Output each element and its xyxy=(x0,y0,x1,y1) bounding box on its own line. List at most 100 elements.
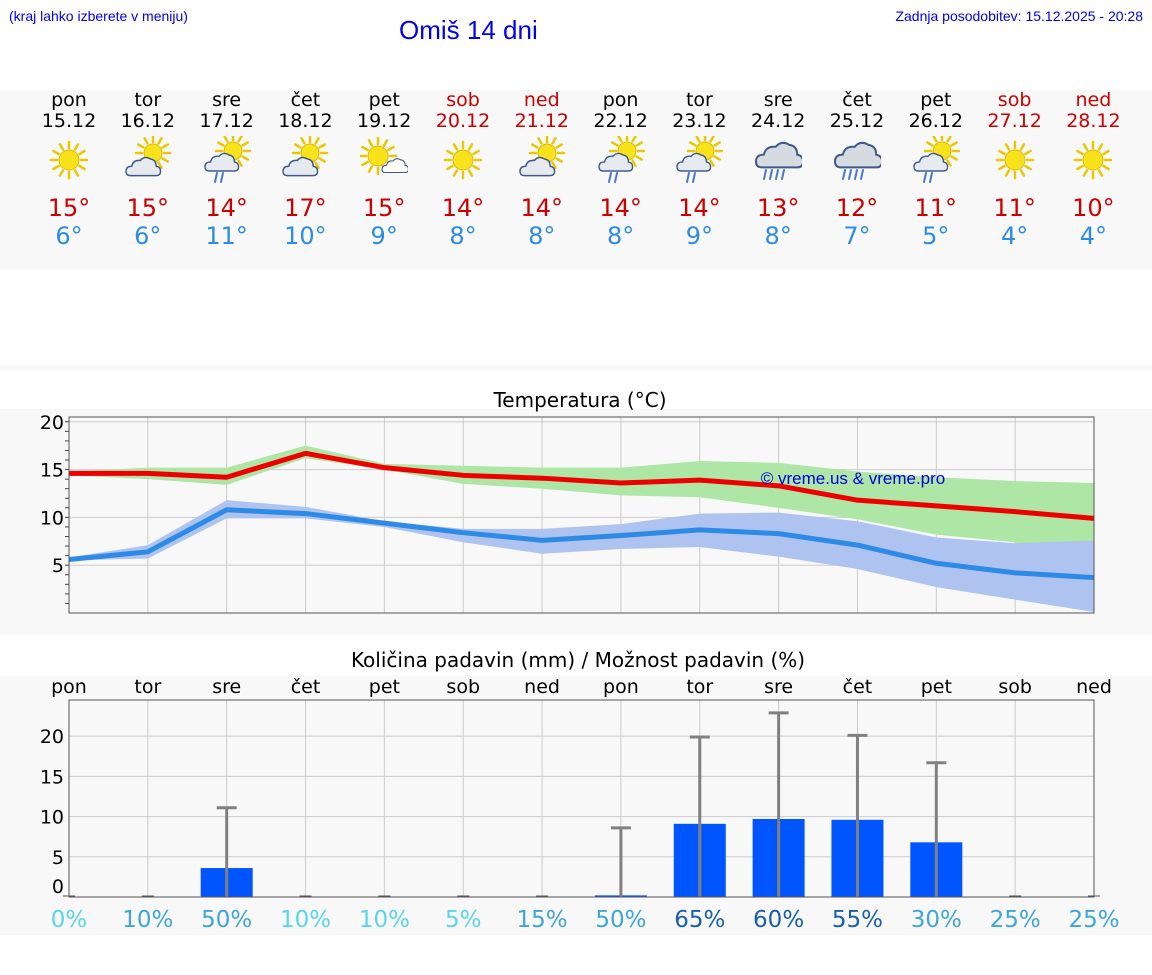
day-column: sob 20.12 14° 8° xyxy=(424,89,503,251)
day-column: čet 25.12 12° 7° xyxy=(818,89,897,251)
y-tick-label: 15 xyxy=(40,766,64,788)
temp-max: 11° xyxy=(993,194,1036,222)
temp-min: 9° xyxy=(370,222,398,250)
precipitation-chart: Količina padavin (mm) / Možnost padavin … xyxy=(40,648,1120,933)
sun-shape xyxy=(608,136,645,170)
day-name: sob xyxy=(446,89,480,111)
y-tick-label: 10 xyxy=(40,507,64,529)
divider xyxy=(0,365,1152,370)
precip-probability-label: 0% xyxy=(51,907,88,933)
mostly-sunny-icon xyxy=(360,136,409,176)
temp-min: 8° xyxy=(528,222,556,250)
precip-probability-label: 30% xyxy=(911,907,962,933)
precip-probability-label: 10% xyxy=(280,907,331,933)
day-name: sre xyxy=(763,89,793,111)
temp-max: 14° xyxy=(678,194,721,222)
rain-cloud-icon xyxy=(755,141,803,180)
x-category-label: tor xyxy=(686,676,713,698)
x-category-label: ned xyxy=(524,676,560,698)
temp-min: 4° xyxy=(1000,222,1029,250)
watermark-text: © vreme.us & vreme.pro xyxy=(761,469,945,488)
x-category-label: pon xyxy=(603,676,639,698)
cloud-shape xyxy=(597,152,633,172)
x-category-label: čet xyxy=(843,676,873,698)
temp-max: 13° xyxy=(756,194,800,222)
temp-min: 8° xyxy=(764,222,792,250)
temp-min: 8° xyxy=(606,222,635,250)
partly-cloudy-icon xyxy=(519,136,566,177)
x-category-label: pon xyxy=(51,676,87,698)
temp-max: 14° xyxy=(520,194,564,222)
cloud-shape xyxy=(282,156,319,177)
day-name: pon xyxy=(602,89,639,111)
sun-cloud-rain-icon xyxy=(676,136,724,183)
sun-icon xyxy=(443,140,483,180)
day-column: pet 26.12 11° 5° xyxy=(896,90,975,251)
x-category-label: ned xyxy=(1076,676,1112,698)
day-name: sob xyxy=(997,89,1032,111)
precip-probability-label: 25% xyxy=(990,907,1041,933)
x-category-label: tor xyxy=(134,676,161,698)
day-name: tor xyxy=(134,89,162,111)
min-temp-line xyxy=(68,507,1095,581)
day-name: pet xyxy=(368,89,400,111)
temp-max: 11° xyxy=(914,194,958,222)
temperature-chart-title: Temperatura (°C) xyxy=(492,388,666,412)
precip-probability-label: 50% xyxy=(595,907,646,933)
precip-probability-label: 65% xyxy=(674,907,725,933)
x-category-label: sre xyxy=(212,676,241,698)
rain-drops xyxy=(607,172,618,183)
rain-drops xyxy=(922,172,933,183)
temp-min: 11° xyxy=(205,222,248,250)
precipitation-chart-title: Količina padavin (mm) / Možnost padavin … xyxy=(351,648,805,672)
temp-max: 14° xyxy=(441,194,485,222)
temp-min: 8° xyxy=(449,222,477,250)
day-name: čet xyxy=(842,89,872,111)
plot-frame xyxy=(68,699,1095,898)
day-column: sre 24.12 13° 8° xyxy=(739,89,818,251)
sun-shape xyxy=(360,136,398,176)
sun-cloud-rain-icon xyxy=(597,136,645,183)
cloud-shape xyxy=(125,156,162,177)
day-column: tor 23.12 14° 9° xyxy=(660,90,739,251)
cloud-shape xyxy=(834,141,881,169)
day-date: 15.12 xyxy=(41,110,97,132)
last-updated: Zadnja posodobitev: 15.12.2025 - 20:28 xyxy=(895,8,1143,24)
forecast-strip xyxy=(0,90,1152,270)
y-tick-label: 5 xyxy=(52,847,64,869)
day-date: 22.12 xyxy=(593,110,648,132)
y-tick-label: 0 xyxy=(52,876,64,898)
precip-probability-label: 15% xyxy=(517,907,568,933)
temp-max: 12° xyxy=(835,194,879,222)
day-date: 25.12 xyxy=(829,110,885,132)
precip-probability-label: 60% xyxy=(753,907,804,933)
partly-cloudy-icon xyxy=(125,136,172,177)
y-tick-label: 20 xyxy=(40,412,64,434)
location-hint-link[interactable]: (kraj lahko izberete v meniju) xyxy=(9,8,188,24)
day-name: ned xyxy=(523,89,560,111)
day-column: tor 16.12 15° 6° xyxy=(108,89,187,251)
rain-cloud-icon xyxy=(834,141,881,180)
day-date: 28.12 xyxy=(1066,110,1121,132)
temp-max: 15° xyxy=(47,194,91,222)
partly-cloudy-icon xyxy=(282,136,329,177)
temp-max: 10° xyxy=(1072,194,1115,222)
temp-min: 9° xyxy=(685,222,714,250)
temp-min: 10° xyxy=(284,222,327,250)
day-column: čet 18.12 17° 10° xyxy=(266,90,345,251)
day-column: pon 15.12 15° 6° xyxy=(30,90,109,251)
sun-shape xyxy=(443,140,483,180)
day-column: sre 17.12 14° 11° xyxy=(187,90,266,251)
rain-drops xyxy=(213,172,224,183)
x-category-label: sre xyxy=(764,676,793,698)
day-column: ned 28.12 10° 4° xyxy=(1054,89,1133,251)
precip-probability-label: 50% xyxy=(201,907,252,933)
day-date: 16.12 xyxy=(120,110,175,132)
plot-frame xyxy=(68,416,1095,614)
y-tick-label: 15 xyxy=(40,460,64,482)
sun-cloud-rain-icon xyxy=(203,136,251,183)
cloud-shape xyxy=(676,152,712,172)
day-name: ned xyxy=(1075,89,1112,111)
temp-max: 15° xyxy=(362,194,406,222)
precip-probability-label: 10% xyxy=(359,907,410,933)
